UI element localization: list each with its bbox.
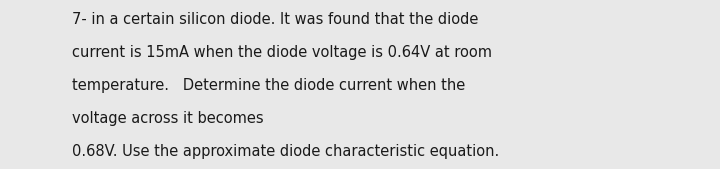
Text: 0.68V. Use the approximate diode characteristic equation.: 0.68V. Use the approximate diode charact… bbox=[72, 144, 499, 159]
Text: voltage across it becomes: voltage across it becomes bbox=[72, 111, 264, 126]
Text: current is 15mA when the diode voltage is 0.64V at room: current is 15mA when the diode voltage i… bbox=[72, 45, 492, 60]
Text: 7- in a certain silicon diode. It was found that the diode: 7- in a certain silicon diode. It was fo… bbox=[72, 12, 478, 27]
Text: temperature.   Determine the diode current when the: temperature. Determine the diode current… bbox=[72, 78, 465, 93]
